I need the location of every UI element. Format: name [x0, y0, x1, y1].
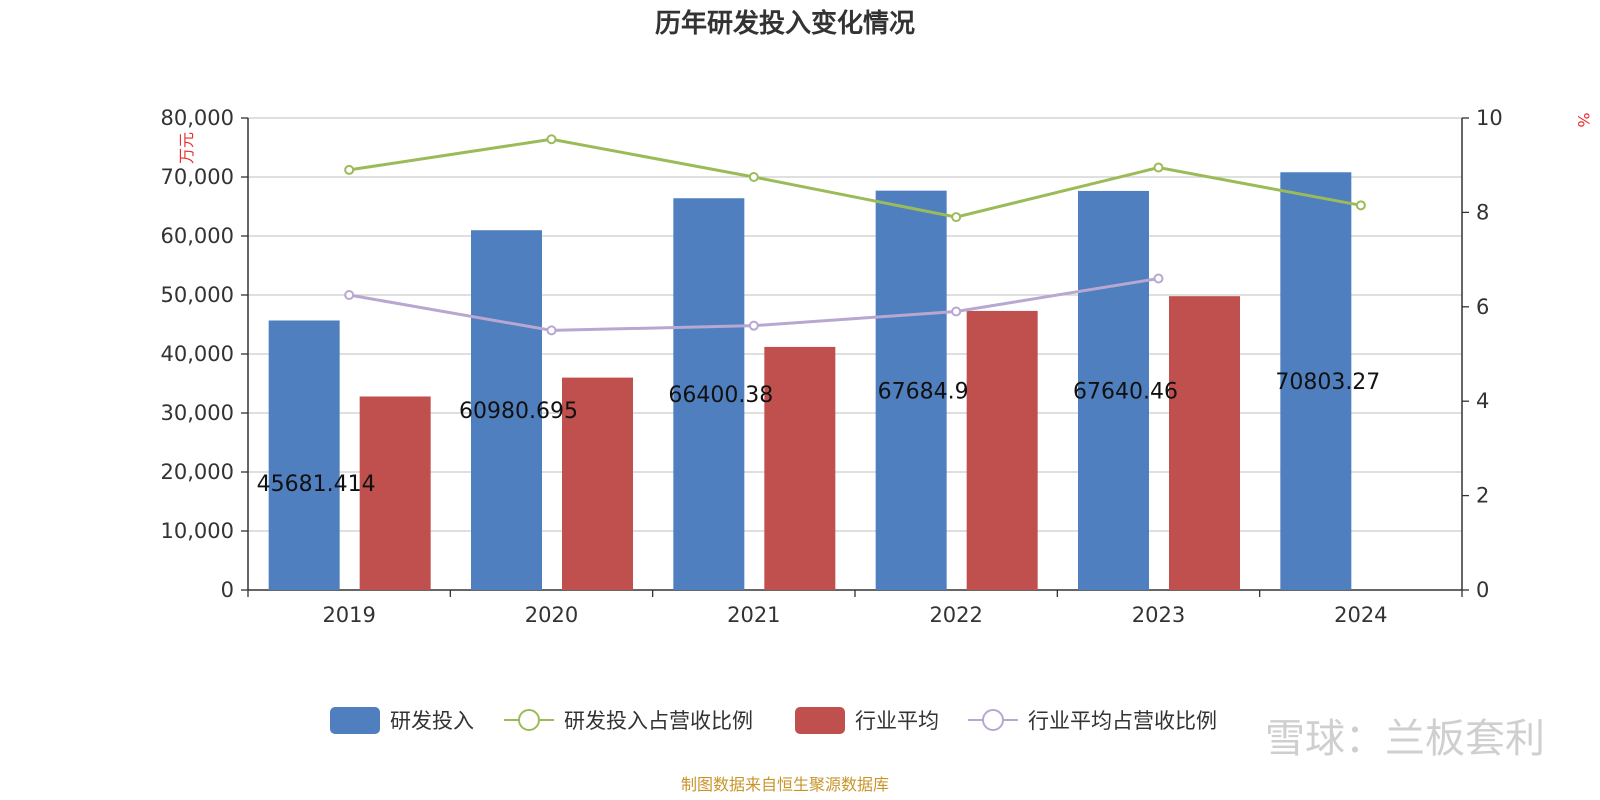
legend-swatch-bar[interactable] — [330, 707, 380, 734]
line-point — [748, 172, 759, 182]
bar-rd — [875, 190, 947, 590]
line-point — [951, 306, 962, 317]
bar-rd — [471, 230, 542, 590]
bar-rd — [1078, 190, 1149, 591]
x-tick-label: 2020 — [525, 603, 578, 627]
y-left-tick-label: 60,000 — [161, 224, 234, 248]
y-right-tick-label: 2 — [1476, 484, 1489, 508]
source-note: 制图数据来自恒生聚源数据库 — [681, 775, 889, 794]
bar-industry-avg — [359, 396, 431, 590]
line-point — [1355, 200, 1366, 211]
line-point — [546, 134, 557, 145]
y-axis-left-unit: 万元 — [177, 132, 196, 164]
y-left-tick-label: 20,000 — [161, 460, 234, 484]
y-left-tick-label: 40,000 — [161, 342, 234, 366]
line-point — [748, 320, 759, 331]
data-labels: 45681.414 60980.695 66400.38 67684.9 67640.4… — [257, 370, 1381, 497]
bar-data-label: 60980.695 — [459, 399, 578, 424]
axes: 0 10,000 20,000 30,000 40,000 50,000 60,000 70,… — [161, 106, 1503, 627]
line-point — [344, 164, 355, 175]
legend: 研发投入 研发投入占营收比例 行业平均 行业平均占营收比例 — [330, 707, 1217, 734]
y-left-tick-label: 0 — [221, 578, 234, 602]
legend-swatch-marker[interactable] — [518, 709, 540, 731]
y-left-tick-label: 50,000 — [161, 283, 234, 307]
line-point — [951, 212, 962, 223]
bar-industry-avg — [764, 346, 836, 590]
chart-title: 历年研发投入变化情况 — [655, 8, 915, 39]
bar-data-label: 70803.27 — [1275, 370, 1380, 395]
y-left-tick-label: 80,000 — [161, 106, 234, 130]
legend-label[interactable]: 行业平均 — [855, 709, 939, 733]
bar-industry-avg — [562, 377, 633, 590]
watermark-text: 雪球：兰板套利 — [1265, 716, 1545, 762]
legend-label[interactable]: 研发投入占营收比例 — [564, 709, 753, 733]
x-tick-label: 2023 — [1132, 603, 1185, 627]
y-left-tick-label: 30,000 — [161, 401, 234, 425]
bar-rd — [673, 198, 745, 590]
bar-series — [268, 172, 1352, 591]
y-right-tick-label: 6 — [1476, 295, 1489, 319]
bar-data-label: 67640.46 — [1073, 379, 1178, 404]
legend-swatch-bar[interactable] — [795, 707, 845, 734]
line-point — [1153, 273, 1164, 284]
x-tick-label: 2024 — [1334, 603, 1387, 627]
bar-data-label: 66400.38 — [668, 383, 773, 408]
bar-data-label: 67684.9 — [878, 379, 969, 404]
bar-industry-avg — [966, 310, 1038, 590]
x-tick-label: 2022 — [929, 603, 982, 627]
legend-label[interactable]: 行业平均占营收比例 — [1028, 709, 1217, 733]
y-right-tick-label: 4 — [1476, 389, 1489, 413]
y-right-tick-label: 0 — [1476, 578, 1489, 602]
x-tick-label: 2019 — [322, 603, 375, 627]
line-point — [546, 325, 557, 336]
legend-swatch-marker[interactable] — [982, 709, 1004, 731]
y-axis-right-unit: % — [1574, 112, 1593, 127]
bar-data-label: 45681.414 — [257, 472, 376, 497]
line-series — [344, 134, 1366, 336]
bar-rd — [1280, 172, 1352, 590]
line-point — [1153, 162, 1164, 173]
legend-label[interactable]: 研发投入 — [390, 709, 474, 733]
y-left-tick-label: 70,000 — [161, 165, 234, 189]
line-point — [344, 290, 355, 300]
x-tick-label: 2021 — [727, 603, 780, 627]
gridlines — [248, 117, 1462, 532]
y-right-tick-label: 10 — [1476, 106, 1503, 130]
bar-rd — [268, 320, 340, 590]
bar-industry-avg — [1169, 296, 1240, 590]
y-left-tick-label: 10,000 — [161, 519, 234, 543]
y-right-tick-label: 8 — [1476, 200, 1489, 224]
line-rd-ratio — [348, 137, 1362, 219]
